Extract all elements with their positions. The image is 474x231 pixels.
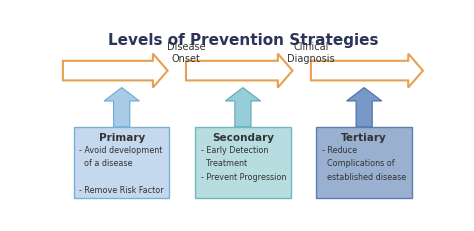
FancyBboxPatch shape <box>195 127 291 198</box>
FancyBboxPatch shape <box>316 127 412 198</box>
Text: - Early Detection: - Early Detection <box>201 145 268 154</box>
Text: Levels of Prevention Strategies: Levels of Prevention Strategies <box>108 33 378 48</box>
Text: Complications of: Complications of <box>322 158 394 167</box>
Text: - Remove Risk Factor: - Remove Risk Factor <box>80 185 164 194</box>
Text: - Reduce: - Reduce <box>322 145 357 154</box>
Text: Secondary: Secondary <box>212 133 274 143</box>
Text: Clinical
Diagnosis: Clinical Diagnosis <box>287 42 335 63</box>
Polygon shape <box>104 88 139 127</box>
Polygon shape <box>225 88 261 127</box>
Polygon shape <box>311 54 423 88</box>
Text: established disease: established disease <box>322 172 406 181</box>
FancyBboxPatch shape <box>74 127 170 198</box>
Text: Primary: Primary <box>99 133 145 143</box>
Text: Tertiary: Tertiary <box>341 133 387 143</box>
Text: - Avoid development: - Avoid development <box>80 145 163 154</box>
Polygon shape <box>186 54 292 88</box>
Text: of a disease: of a disease <box>80 158 133 167</box>
Text: - Prevent Progression: - Prevent Progression <box>201 172 286 181</box>
Text: Disease
Onset: Disease Onset <box>167 42 205 63</box>
Polygon shape <box>346 88 382 127</box>
Polygon shape <box>63 54 168 88</box>
Text: Treatment: Treatment <box>201 158 247 167</box>
